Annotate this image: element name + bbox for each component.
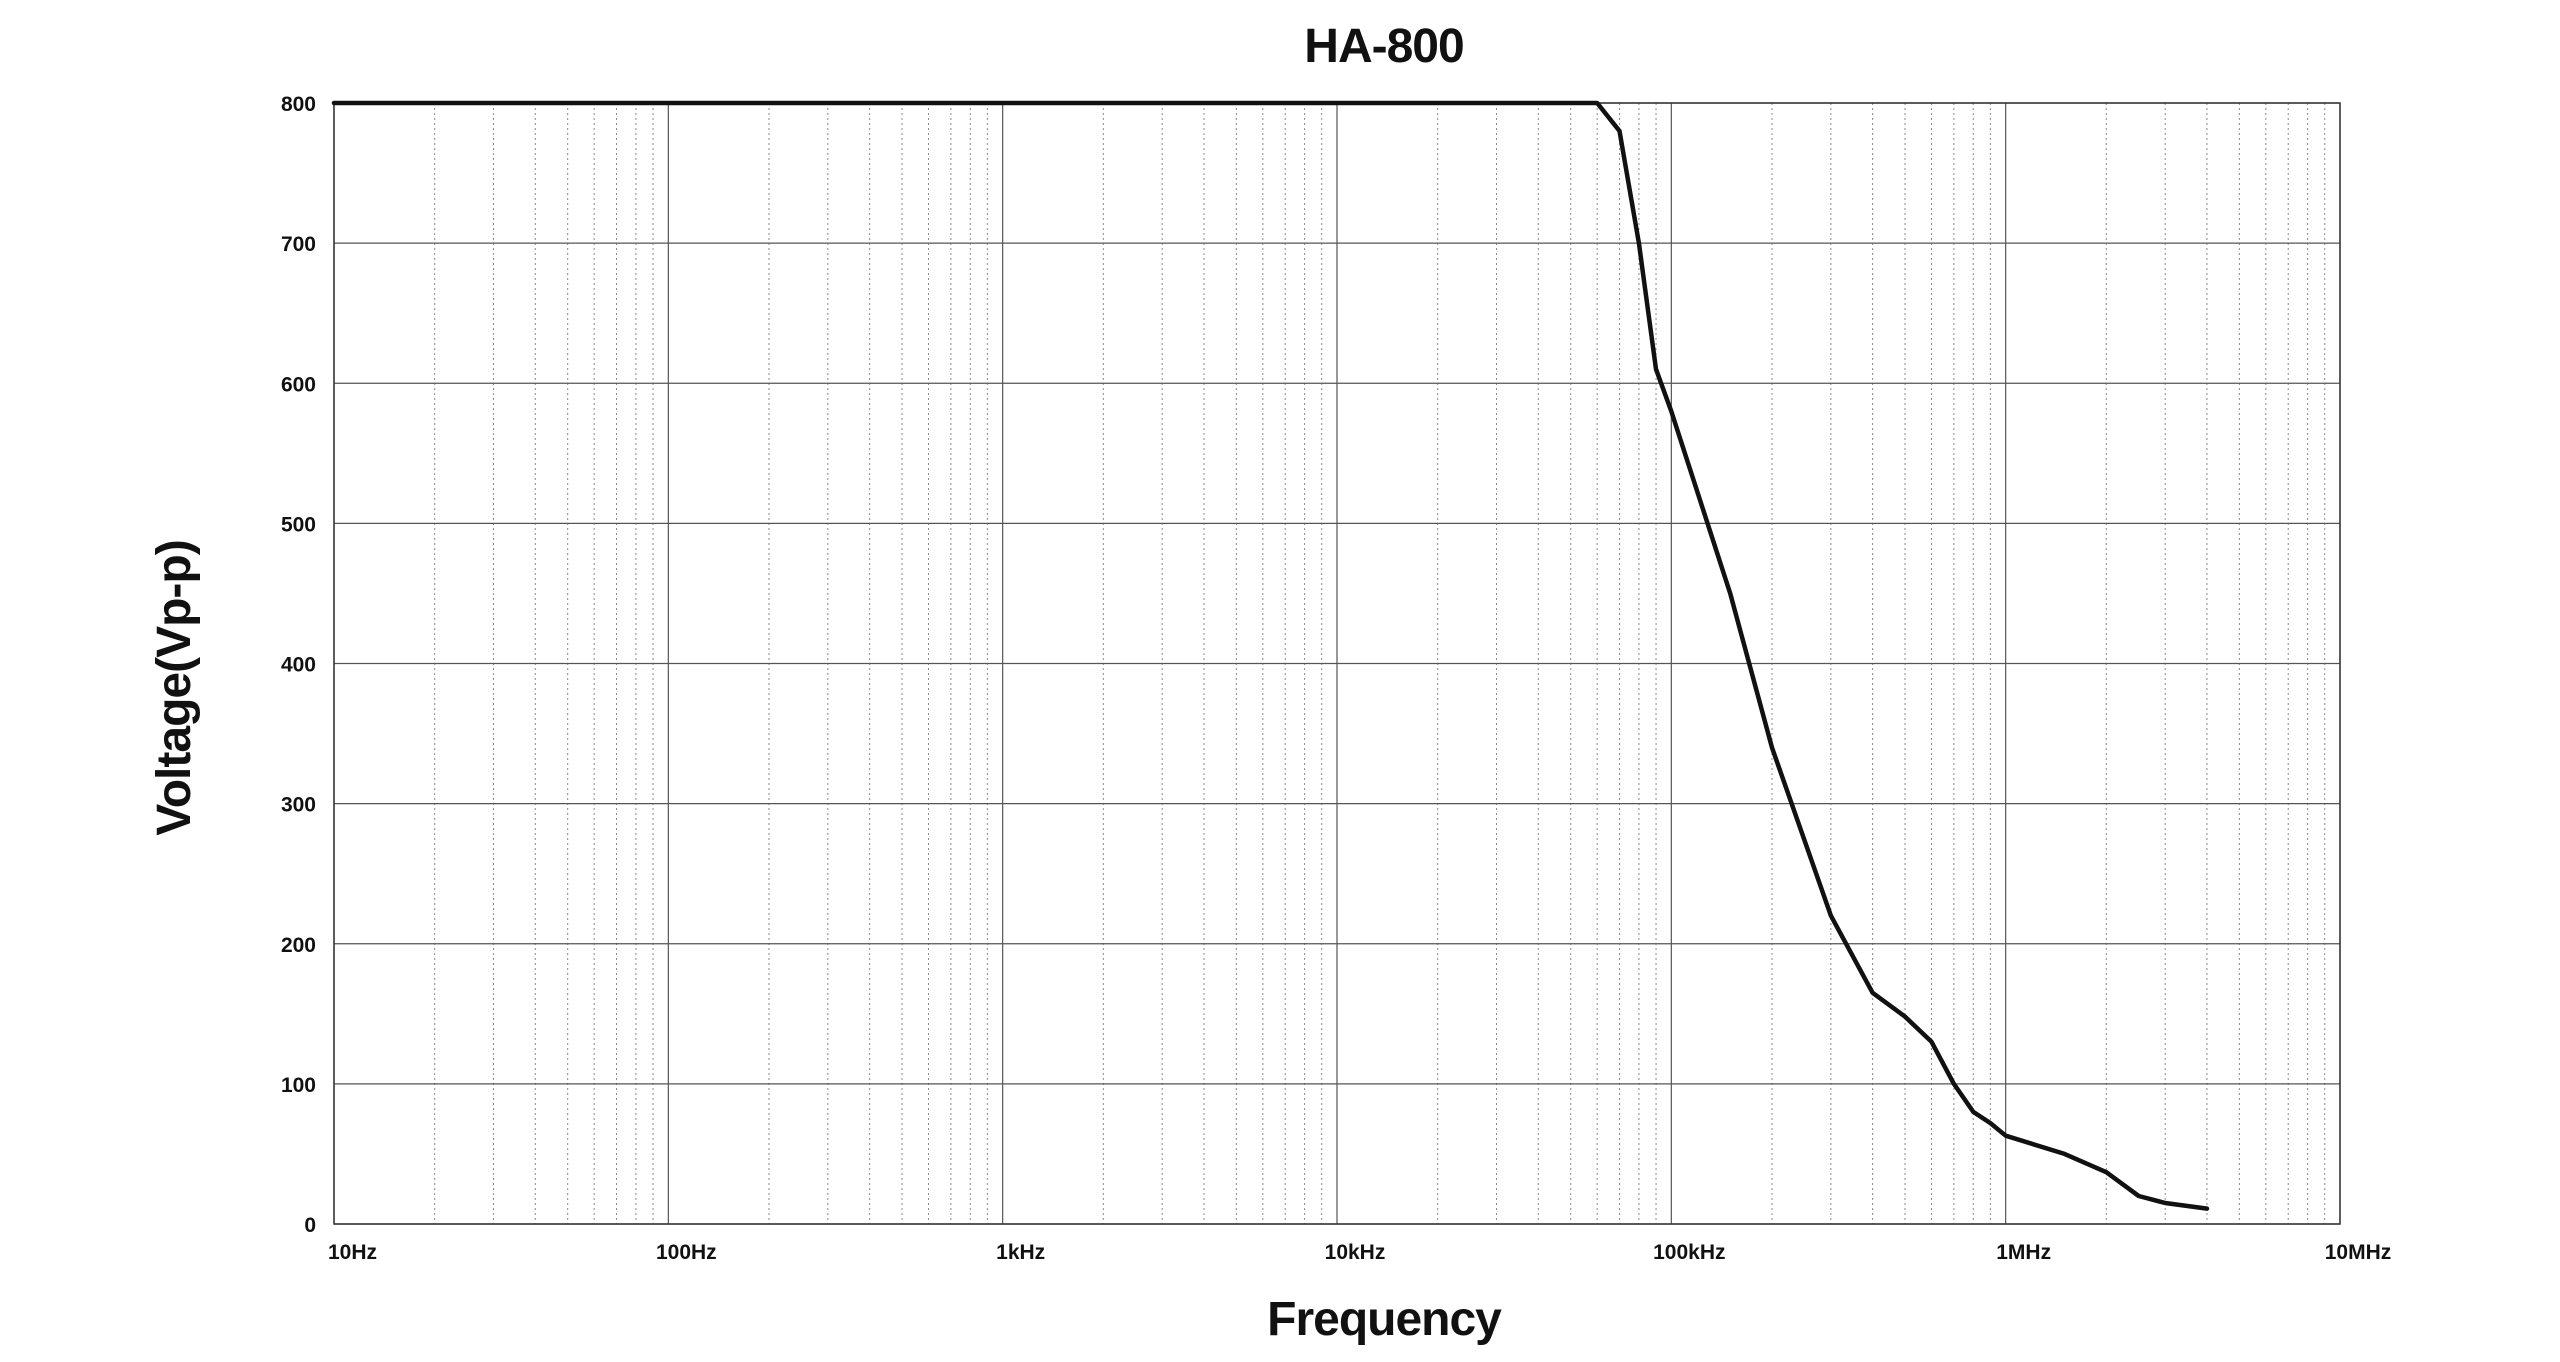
series-layer: [331, 100, 2210, 1211]
x-tick-label: 10kHz: [1325, 1241, 1386, 1264]
x-axis-label: Frequency: [1267, 1293, 1502, 1346]
series-line: [331, 100, 2210, 1211]
chart-title: HA-800: [1304, 20, 1463, 73]
y-tick-label: 200: [281, 934, 316, 957]
x-tick-label: 1MHz: [1996, 1241, 2051, 1264]
grid: [333, 102, 2341, 1225]
y-tick-label: 100: [281, 1074, 316, 1097]
y-tick-label: 400: [281, 654, 316, 677]
y-axis-label: Voltage(Vp-p): [148, 540, 201, 835]
x-axis-tick-labels: 10Hz 100Hz 1kHz 10kHz 100kHz 1MHz 10MHz: [328, 1241, 2391, 1264]
y-tick-label: 600: [281, 373, 316, 396]
y-tick-label: 700: [281, 233, 316, 256]
y-axis-tick-labels: 0 100 200 300 400 500 600 700 800: [281, 93, 316, 1237]
x-tick-label: 100kHz: [1653, 1241, 1725, 1264]
x-tick-label: 1kHz: [996, 1241, 1045, 1264]
y-tick-label: 800: [281, 93, 316, 116]
y-tick-label: 300: [281, 794, 316, 817]
x-tick-label: 100Hz: [656, 1241, 717, 1264]
y-tick-label: 0: [304, 1214, 316, 1237]
x-tick-label: 10Hz: [328, 1241, 377, 1264]
x-tick-label: 10MHz: [2325, 1241, 2392, 1264]
y-tick-label: 500: [281, 513, 316, 536]
